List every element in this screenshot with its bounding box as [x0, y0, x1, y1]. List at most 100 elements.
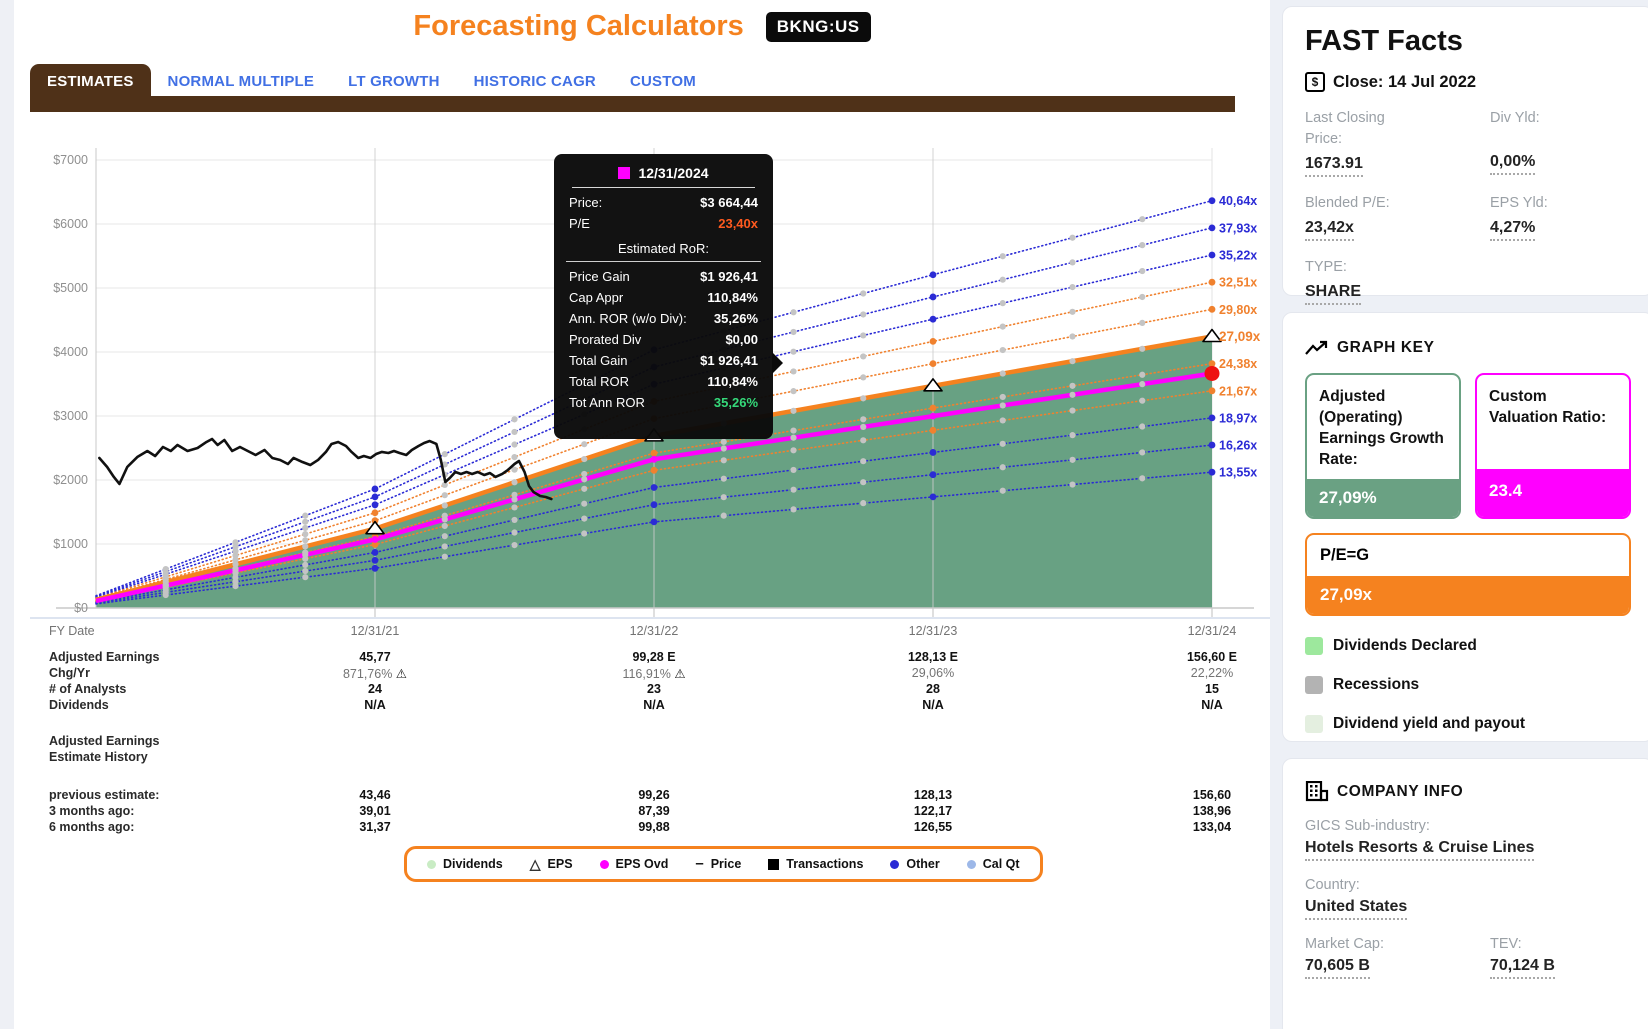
mcap-label: Market Cap: [1305, 936, 1384, 952]
dot-marker-icon [427, 859, 436, 869]
tev-label: TEV: [1490, 936, 1522, 952]
y-tick-label: $4000 [53, 345, 88, 359]
eps-ovd-swatch [618, 167, 631, 179]
estimate-history-label: Estimate History [49, 750, 148, 764]
y-tick-label: $6000 [53, 217, 88, 231]
multiple-label: 13,55x [1219, 466, 1257, 480]
key-legend-item: Dividends Declared [1305, 636, 1631, 655]
square-marker-icon [768, 858, 780, 870]
tev-cell: TEV: 70,124 B [1490, 920, 1631, 979]
tooltip-row: Prorated Div $0,00 [569, 332, 758, 347]
dividends-label: Dividends [49, 698, 109, 712]
y-tick-label: $0 [74, 601, 88, 615]
legend-swatch [1305, 675, 1323, 694]
previous-estimate-value: 43,46 [359, 788, 391, 802]
type-cell: TYPE: SHARE [1305, 257, 1490, 306]
line-chart-icon [1305, 340, 1328, 355]
tab-normal-multiple[interactable]: NORMAL MULTIPLE [167, 73, 315, 90]
gics-value[interactable]: Hotels Resorts & Cruise Lines [1305, 839, 1535, 861]
tooltip-row: Price Gain $1 926,41 [569, 269, 758, 284]
eps-yld-cell: EPS Yld: 4,27% [1490, 193, 1631, 242]
chart-legend-item-eps-ovd[interactable]: EPS Ovd [599, 857, 668, 871]
chart-legend-item-cal-qt[interactable]: Cal Qt [966, 857, 1020, 871]
tooltip-row: Cap Appr 110,84% [569, 290, 758, 305]
previous-estimate-value: 156,60 [1192, 788, 1232, 802]
blended-pe-value[interactable]: 23,42x [1305, 219, 1354, 242]
growth-rate-card: Adjusted (Operating) Earnings Growth Rat… [1305, 373, 1461, 519]
tab-estimates[interactable]: ESTIMATES [30, 64, 151, 99]
three-months-label: 3 months ago: [49, 804, 135, 818]
chg-yr-value: 22,22% [1190, 666, 1234, 680]
multiple-label: 29,80x [1219, 303, 1257, 317]
dollar-icon: $ [1305, 72, 1325, 92]
y-tick-label: $5000 [53, 281, 88, 295]
y-tick-label: $7000 [53, 153, 88, 167]
dividends-value: N/A [364, 698, 386, 712]
custom-valuation-value: 23.4 [1477, 468, 1629, 517]
y-tick-label: $3000 [53, 409, 88, 423]
multiple-label: 35,22x [1219, 249, 1257, 263]
six-months-value: 126,55 [913, 820, 953, 834]
axis-separator [30, 617, 1270, 619]
chg-yr-value: 871,76% ⚠ [342, 667, 408, 681]
type-label: TYPE: [1305, 259, 1347, 276]
country-value[interactable]: United States [1305, 898, 1408, 920]
close-date-row: $ Close: 14 Jul 2022 [1305, 72, 1631, 92]
fy-date-value: 12/31/23 [908, 624, 958, 638]
custom-valuation-label: Custom Valuation Ratio: [1489, 388, 1607, 426]
tab-lt-growth[interactable]: LT GROWTH [348, 73, 440, 90]
graph-key-card: GRAPH KEY Adjusted (Operating) Earnings … [1282, 312, 1648, 742]
six-months-value: 133,04 [1192, 820, 1232, 834]
fy-date-value: 12/31/21 [350, 624, 400, 638]
company-info-card: COMPANY INFO GICS Sub-industry: Hotels R… [1282, 758, 1648, 1029]
tab-bar: ESTIMATES NORMAL MULTIPLE LT GROWTH HISTORI… [30, 64, 713, 99]
graph-key-title: GRAPH KEY [1337, 339, 1435, 356]
chart-legend-item-price[interactable]: – Price [695, 855, 742, 872]
type-value[interactable]: SHARE [1305, 283, 1362, 306]
graph-key-cards: Adjusted (Operating) Earnings Growth Rat… [1305, 373, 1631, 519]
fast-facts-card: FAST Facts $ Close: 14 Jul 2022 Last Clo… [1282, 6, 1648, 306]
fy-date-value: 12/31/22 [629, 624, 679, 638]
multiple-label: 27,09x [1219, 329, 1261, 344]
multiple-label: 37,93x [1219, 221, 1257, 235]
chart-legend-item-other[interactable]: Other [890, 857, 940, 871]
chg-yr-value: 116,91% ⚠ [622, 667, 686, 681]
tab-custom[interactable]: CUSTOM [629, 73, 696, 90]
multiple-label: 40,64x [1219, 194, 1257, 208]
chg-yr-value: 29,06% [911, 666, 955, 680]
fast-facts-grid: Last Closing Price: 1673.91 Div Yld: 0,0… [1305, 108, 1631, 306]
previous-estimate-value: 128,13 [913, 788, 953, 802]
adjusted-earnings-value: 45,77 [359, 650, 391, 664]
blended-pe-label: Blended P/E: [1305, 195, 1390, 212]
peg-value: 27,09x [1307, 575, 1629, 614]
chart-legend-item-transactions[interactable]: Transactions [768, 857, 863, 871]
mcap-value[interactable]: 70,605 B [1305, 957, 1370, 979]
tab-underline-bar [30, 96, 1235, 112]
tab-historic-cagr[interactable]: HISTORIC CAGR [473, 73, 596, 90]
multiple-label: 21,67x [1219, 384, 1257, 398]
last-closing-price-value[interactable]: 1673.91 [1305, 155, 1363, 178]
eps-yld-value[interactable]: 4,27% [1490, 219, 1536, 242]
country-label: Country: [1305, 877, 1360, 893]
tooltip-date: 12/31/2024 [572, 162, 755, 188]
adjusted-earnings-label: Adjusted Earnings [49, 650, 160, 664]
chart-legend-item-eps[interactable]: △ EPS [529, 856, 573, 872]
close-date: Close: 14 Jul 2022 [1333, 72, 1477, 91]
multiple-label: 18,97x [1219, 411, 1257, 425]
graph-key-title-row: GRAPH KEY [1305, 339, 1631, 357]
three-months-value: 122,17 [913, 804, 953, 818]
div-yld-value[interactable]: 0,00% [1490, 153, 1536, 176]
page-gutter [0, 0, 14, 1029]
analysts-value: 15 [1205, 682, 1219, 696]
sidebar: FAST Facts $ Close: 14 Jul 2022 Last Clo… [1270, 0, 1648, 1029]
tev-value[interactable]: 70,124 B [1490, 957, 1555, 979]
adjusted-earnings-value: 99,28 E [632, 650, 676, 664]
legend-swatch [1305, 714, 1323, 733]
blended-pe-cell: Blended P/E: 23,42x [1305, 193, 1490, 242]
dot-marker-icon [890, 859, 900, 869]
tooltip-pointer [772, 352, 783, 374]
chart-legend-item-dividends[interactable]: Dividends [427, 857, 503, 871]
estimates-table: FY Date Adjusted Earnings Chg/Yr # of Analy… [14, 0, 1270, 900]
fy-date-value: 12/31/24 [1187, 624, 1237, 638]
growth-rate-value: 27,09% [1307, 478, 1459, 517]
